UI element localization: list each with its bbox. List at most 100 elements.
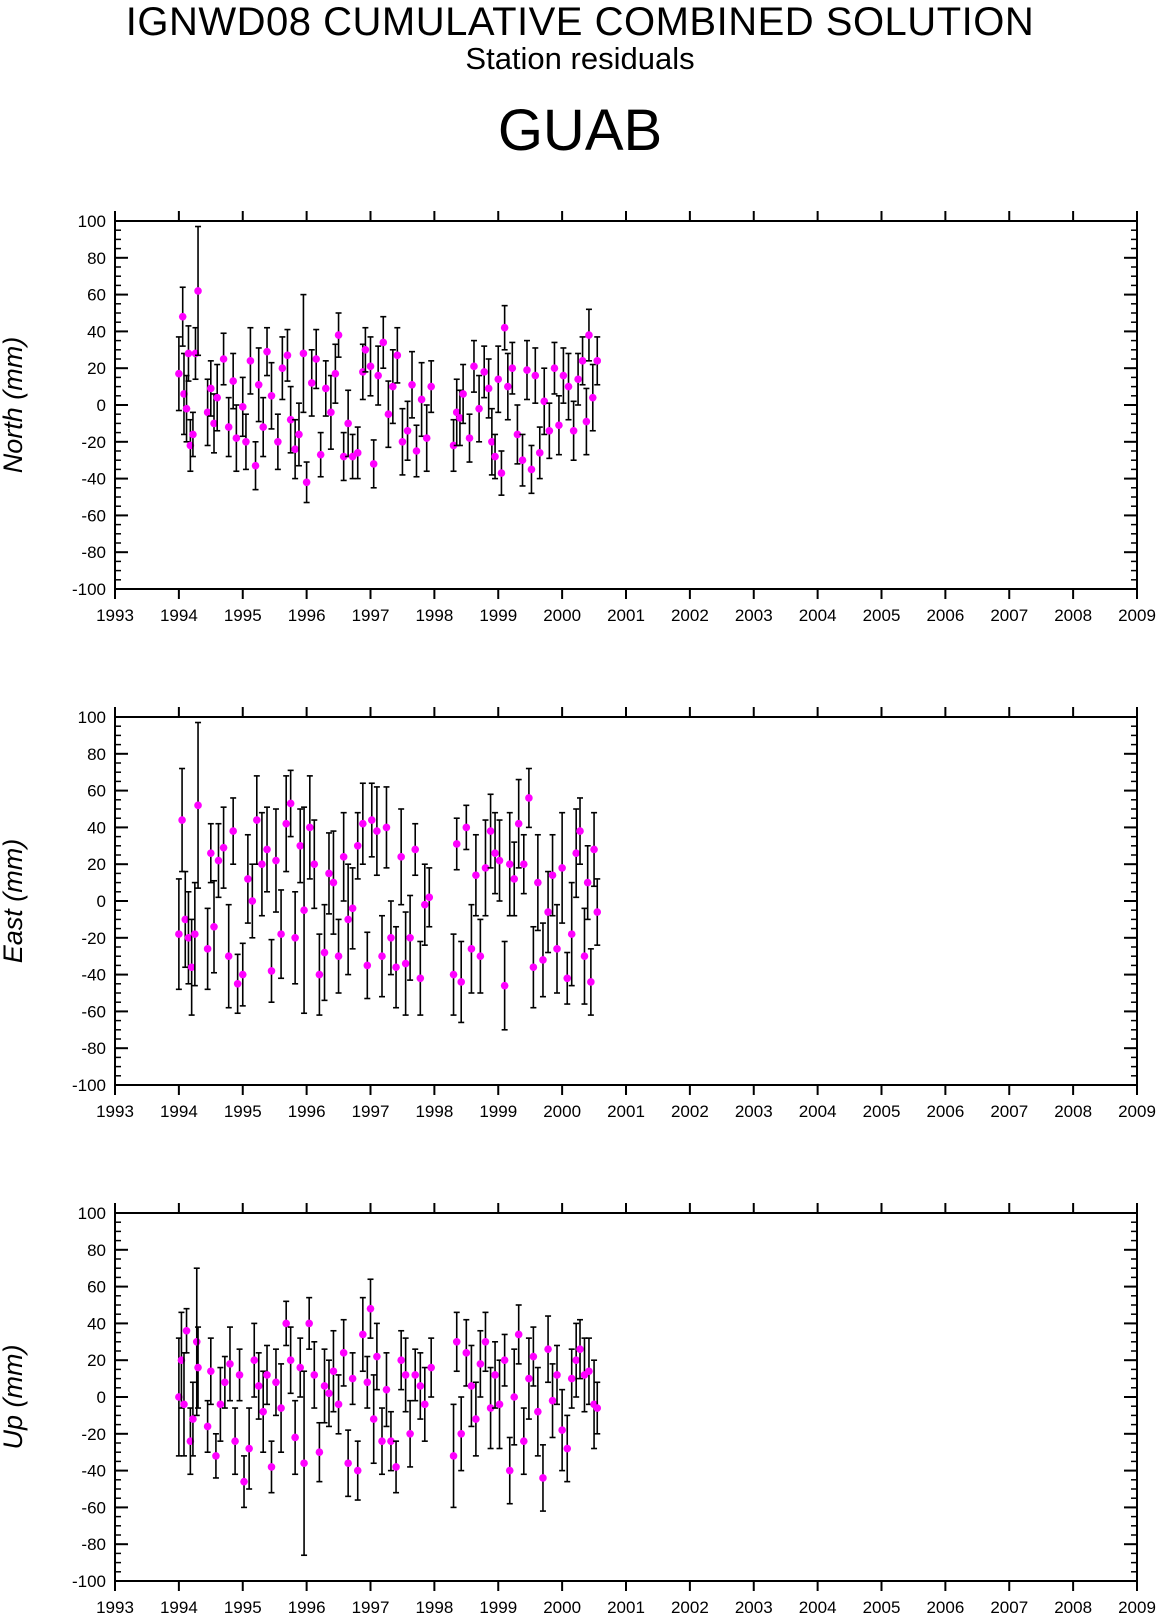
residual-marker: [457, 978, 466, 986]
data-point: [286, 1326, 295, 1395]
data-point: [585, 308, 593, 362]
data-point: [505, 1436, 514, 1505]
y-axis-label: Up (mm): [0, 1345, 28, 1450]
data-point: [300, 806, 308, 1015]
data-point: [387, 900, 395, 976]
residual-marker: [491, 452, 499, 461]
residual-marker: [481, 1338, 490, 1346]
data-point: [569, 400, 578, 462]
x-tick-label: 2001: [607, 1102, 645, 1121]
y-tick-label: 0: [97, 1388, 106, 1407]
north-panel: -100 -80 -60 -40 -20 0 20 40 60 80 100 1993 1994 1995…: [0, 211, 1156, 625]
data-point: [382, 786, 391, 869]
data-point: [392, 925, 400, 1009]
data-point: [369, 439, 378, 489]
data-point: [373, 1322, 381, 1391]
residual-marker: [231, 1437, 239, 1445]
residual-marker: [366, 1304, 375, 1313]
data-point: [572, 808, 580, 899]
residual-marker: [353, 842, 362, 850]
residual-marker: [291, 445, 299, 453]
residual-marker: [548, 871, 557, 880]
data-point: [267, 938, 276, 1004]
data-point: [397, 808, 405, 906]
y-tick-label: -20: [81, 929, 106, 948]
residual-marker: [238, 403, 247, 411]
residual-marker: [367, 816, 376, 824]
data-point: [486, 1366, 495, 1450]
residual-marker: [398, 438, 407, 446]
x-tick-label: 1993: [96, 1598, 134, 1617]
y-tick-label: 100: [78, 1204, 106, 1223]
data-point: [425, 867, 434, 928]
y-tick-label: -20: [81, 1425, 106, 1444]
residual-marker: [449, 970, 458, 979]
data-point: [325, 1359, 333, 1428]
data-point: [449, 418, 458, 473]
data-point: [283, 328, 292, 382]
residual-marker: [494, 375, 503, 384]
residual-marker: [238, 970, 247, 979]
residual-marker: [344, 419, 352, 428]
x-tick-label: 1998: [415, 1598, 453, 1617]
residual-marker: [567, 930, 576, 938]
residual-marker: [504, 382, 512, 391]
data-point: [563, 1414, 572, 1483]
data-point: [178, 286, 187, 347]
data-point: [593, 1381, 602, 1435]
residual-marker: [244, 875, 252, 883]
y-tick-label: -60: [81, 1498, 106, 1517]
residual-marker: [192, 1338, 201, 1346]
x-tick-label: 2000: [543, 1102, 581, 1121]
data-point: [457, 940, 466, 1024]
residual-marker: [277, 1404, 285, 1412]
data-point: [344, 863, 352, 976]
station-name: GUAB: [497, 98, 663, 163]
residual-marker: [486, 1404, 495, 1412]
residual-marker: [194, 287, 202, 295]
data-point: [359, 782, 367, 866]
residual-marker: [312, 355, 321, 363]
residual-marker: [178, 312, 187, 321]
residual-marker: [523, 366, 531, 374]
y-tick-label: 40: [87, 1314, 106, 1333]
data-point: [574, 352, 582, 406]
residual-marker: [348, 1374, 357, 1383]
residual-marker: [203, 408, 212, 417]
x-tick-label: 1998: [415, 1102, 453, 1121]
residual-marker: [272, 1378, 280, 1387]
y-tick-label: -100: [72, 1572, 106, 1591]
data-point: [221, 1355, 229, 1409]
data-point: [339, 431, 348, 482]
data-point: [210, 879, 218, 974]
residual-marker: [219, 843, 228, 852]
data-point: [452, 817, 461, 871]
x-tick-label: 2009: [1118, 1598, 1156, 1617]
data-point: [564, 352, 573, 421]
data-point: [401, 911, 410, 1016]
residual-marker: [226, 1360, 234, 1368]
data-point: [593, 336, 602, 386]
x-tick-label: 1999: [479, 1598, 517, 1617]
residual-marker: [286, 1356, 295, 1364]
x-tick-label: 2003: [735, 1102, 773, 1121]
residual-marker: [224, 423, 233, 431]
residual-marker: [254, 380, 263, 389]
residual-marker: [510, 875, 519, 883]
data-point: [497, 450, 506, 496]
x-tick-label: 2002: [671, 1598, 709, 1617]
residual-marker: [305, 1319, 313, 1328]
residual-marker: [486, 827, 495, 835]
y-tick-label: -80: [81, 543, 106, 562]
data-point: [500, 940, 509, 1031]
residual-marker: [416, 1382, 425, 1390]
data-point: [361, 326, 370, 373]
residual-marker: [191, 930, 199, 938]
data-point: [420, 1366, 429, 1442]
data-point: [504, 352, 512, 421]
residual-marker: [491, 849, 499, 857]
residual-marker: [278, 364, 287, 373]
data-point: [231, 1407, 239, 1476]
x-tick-label: 2008: [1054, 1598, 1092, 1617]
data-point: [529, 925, 538, 1009]
